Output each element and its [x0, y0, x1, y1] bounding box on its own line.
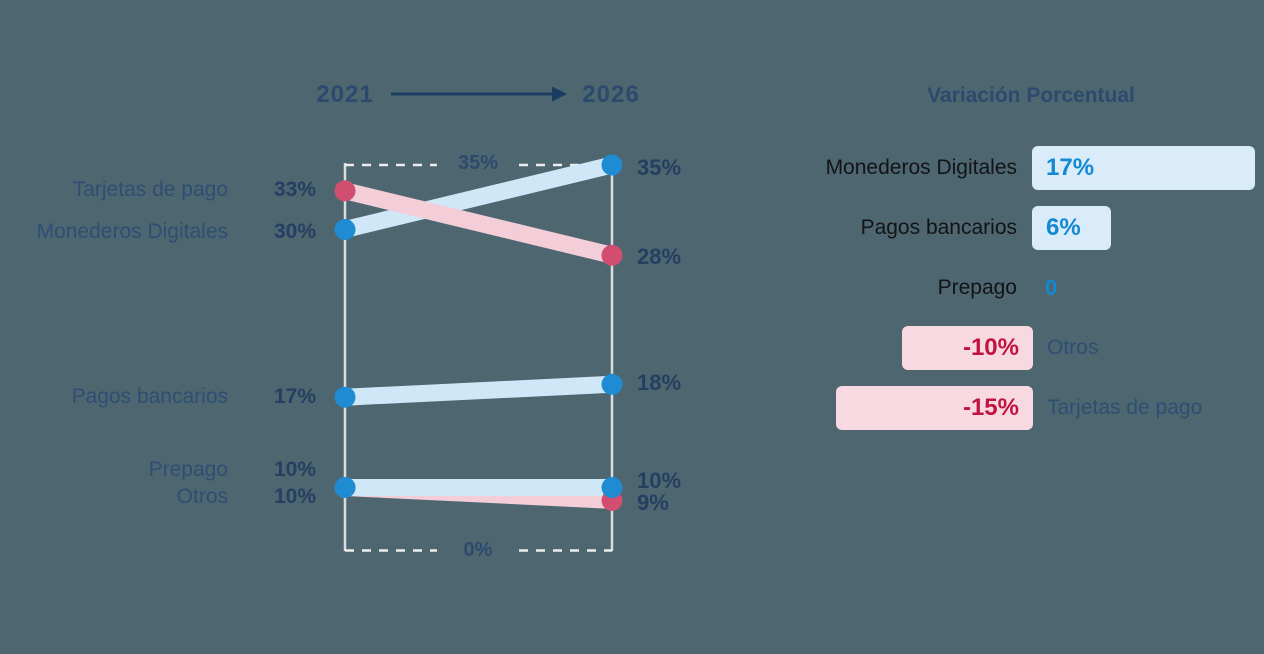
ref-label-35: 35%	[457, 152, 499, 174]
category-label-pagos-bancarios: Pagos bancarios	[71, 385, 228, 408]
value-2026-monederos-digitales: 35%	[637, 155, 682, 180]
variation-bar-pagos-bancarios: 6%	[1032, 206, 1111, 250]
slope-dot-tarjetas-de-pago-2021	[334, 180, 356, 202]
slope-dot-pagos-bancarios-2021	[334, 386, 356, 408]
value-2021-otros: 10%	[273, 485, 316, 508]
slope-dot-monederos-digitales-2026	[601, 154, 623, 176]
variation-label-pagos-bancarios: Pagos bancarios	[860, 216, 1017, 239]
variation-value-otros: -10%	[962, 334, 1019, 361]
variation-value-prepago: 0	[1045, 275, 1058, 300]
slope-dot-monederos-digitales-2021	[334, 219, 356, 240]
year-2026-label: 2026	[582, 81, 640, 108]
slope-dot-pagos-bancarios-2026	[601, 373, 623, 395]
slope-band-monederos-digitales	[343, 156, 614, 238]
variation-bar-tarjetas-de-pago: -15%	[836, 386, 1033, 430]
value-2026-tarjetas-de-pago: 28%	[637, 244, 682, 269]
variation-panel-title: Variación Porcentual	[927, 84, 1135, 107]
value-2021-monederos-digitales: 30%	[273, 220, 316, 243]
variation-bar-monederos-digitales: 17%	[1032, 146, 1255, 190]
variation-value-pagos-bancarios: 6%	[1046, 214, 1081, 241]
category-label-prepago: Prepago	[148, 458, 228, 481]
slope-band-pagos-bancarios	[344, 375, 613, 406]
slope-band-tarjetas-de-pago	[343, 182, 614, 264]
value-2026-pagos-bancarios: 18%	[637, 370, 682, 395]
year-arrow-head-icon	[552, 86, 567, 102]
value-2021-prepago: 10%	[273, 458, 316, 481]
variation-label-tarjetas-de-pago: Tarjetas de pago	[1047, 396, 1203, 419]
category-label-monederos-digitales: Monederos Digitales	[36, 220, 228, 243]
value-2026-otros: 9%	[637, 490, 669, 515]
variation-value-monederos-digitales: 17%	[1046, 154, 1095, 181]
value-2021-pagos-bancarios: 17%	[273, 385, 316, 408]
value-2026-prepago: 10%	[637, 468, 682, 493]
slope-dot-prepago-2026	[601, 477, 623, 498]
variation-label-monederos-digitales: Monederos Digitales	[825, 156, 1017, 179]
ref-label-0: 0%	[463, 539, 493, 561]
variation-value-tarjetas-de-pago: -15%	[962, 394, 1019, 421]
variation-label-prepago: Prepago	[937, 276, 1017, 299]
value-2021-tarjetas-de-pago: 33%	[273, 178, 316, 201]
year-2021-label: 2021	[316, 81, 374, 108]
variation-label-otros: Otros	[1047, 336, 1099, 359]
category-label-tarjetas-de-pago: Tarjetas de pago	[72, 178, 228, 201]
variation-bar-otros: -10%	[902, 326, 1033, 370]
category-label-otros: Otros	[176, 485, 228, 508]
slope-dot-prepago-2021	[334, 477, 356, 498]
slope-dot-tarjetas-de-pago-2026	[601, 244, 623, 266]
